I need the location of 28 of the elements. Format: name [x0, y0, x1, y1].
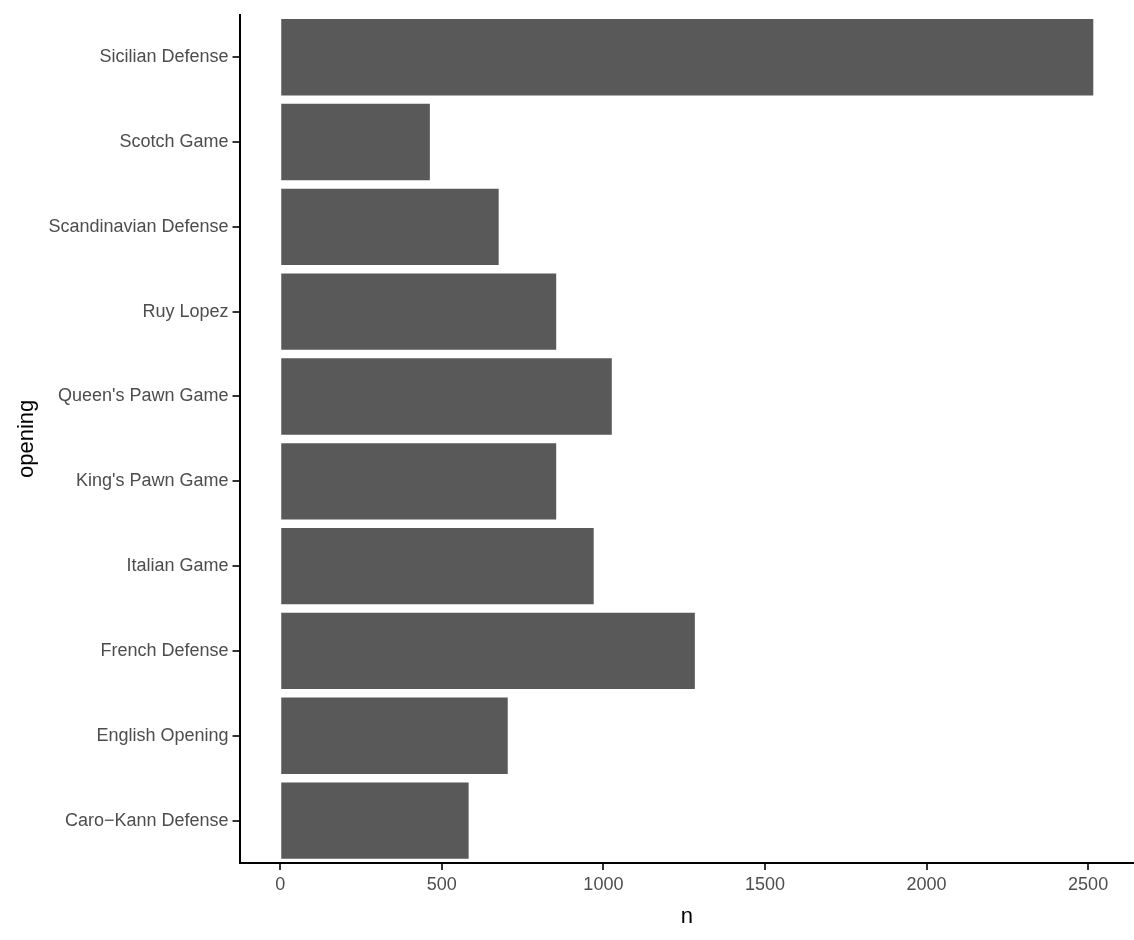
- x-tick-label: 1000: [583, 873, 624, 894]
- x-axis-title: n: [680, 902, 693, 928]
- bar: [281, 527, 594, 605]
- x-tick-label: 500: [426, 873, 457, 894]
- x-tick-label: 2000: [906, 873, 947, 894]
- bar: [281, 19, 1094, 96]
- x-tick-label: 2500: [1068, 873, 1109, 894]
- x-tick-label: 0: [275, 873, 286, 894]
- y-tick-label: English Opening: [96, 724, 229, 745]
- y-tick-label: Sicilian Defense: [99, 46, 229, 67]
- bar: [281, 188, 499, 266]
- bar: [281, 103, 430, 181]
- y-tick-label: King's Pawn Game: [76, 470, 229, 491]
- bar: [281, 358, 612, 435]
- bar: [281, 782, 469, 859]
- y-tick-label: Ruy Lopez: [142, 300, 229, 321]
- bar: [281, 612, 695, 690]
- y-tick-label: Italian Game: [126, 555, 229, 576]
- y-tick-label: Scandinavian Defense: [48, 215, 229, 236]
- y-tick-label: Caro−Kann Defense: [64, 809, 229, 830]
- x-tick-label: 1500: [744, 873, 785, 894]
- y-tick-label: French Defense: [100, 639, 229, 660]
- y-axis-title: opening: [13, 399, 39, 479]
- bar: [281, 443, 557, 520]
- y-tick-label: Queen's Pawn Game: [57, 385, 229, 406]
- y-tick-label: Scotch Game: [119, 131, 229, 151]
- bar: [281, 697, 508, 774]
- bar: [281, 273, 557, 350]
